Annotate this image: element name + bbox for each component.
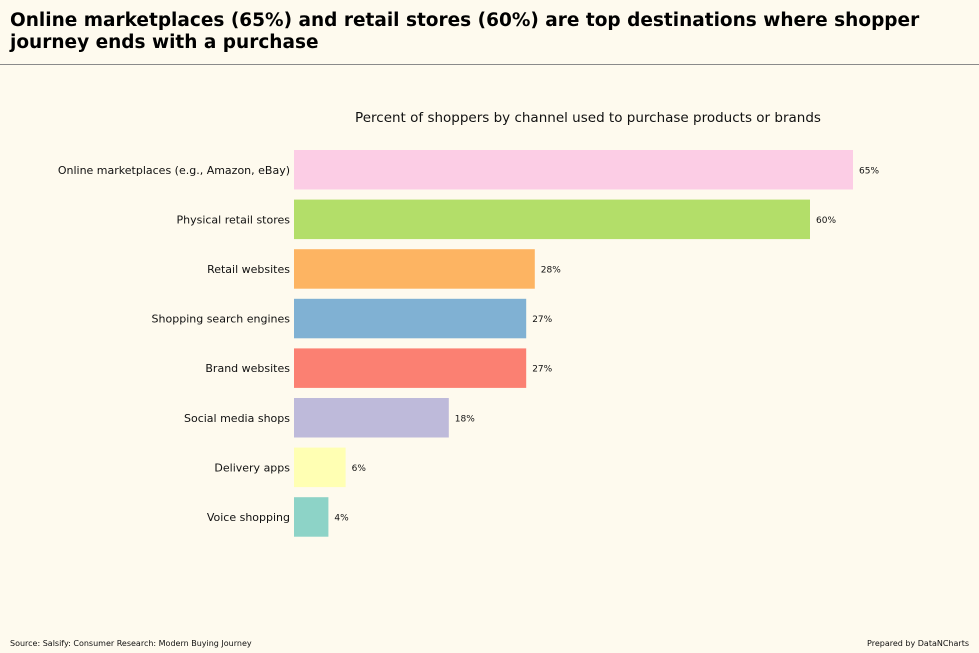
source-note: Source: Salsify: Consumer Research: Mode… xyxy=(10,639,252,648)
credit-note: Prepared by DataNCharts xyxy=(867,639,969,648)
header-divider xyxy=(0,64,979,65)
value-label-7: 6% xyxy=(352,464,367,474)
category-label-3: Retail websites xyxy=(207,263,290,276)
category-label-8: Voice shopping xyxy=(207,511,290,524)
value-label-6: 18% xyxy=(455,414,475,424)
bar-6 xyxy=(294,398,449,438)
headline: Online marketplaces (65%) and retail sto… xyxy=(10,10,920,53)
bar-7 xyxy=(294,447,346,488)
bar-2 xyxy=(294,199,810,240)
bar-1 xyxy=(294,150,853,190)
value-label-2: 60% xyxy=(816,216,836,226)
value-label-1: 65% xyxy=(859,166,879,176)
category-label-2: Physical retail stores xyxy=(176,213,290,226)
bar-8 xyxy=(294,497,329,537)
bar-4 xyxy=(294,298,527,339)
value-label-5: 27% xyxy=(532,365,552,375)
category-label-6: Social media shops xyxy=(184,412,290,425)
chart-title: Percent of shoppers by channel used to p… xyxy=(355,110,821,126)
bars-group: Online marketplaces (e.g., Amazon, eBay)… xyxy=(58,150,879,537)
value-label-3: 28% xyxy=(541,265,561,275)
bar-5 xyxy=(294,348,527,388)
category-label-4: Shopping search engines xyxy=(152,313,291,326)
value-label-4: 27% xyxy=(532,315,552,325)
category-label-1: Online marketplaces (e.g., Amazon, eBay) xyxy=(58,164,290,177)
value-label-8: 4% xyxy=(334,513,349,523)
category-label-7: Delivery apps xyxy=(214,461,290,474)
category-label-5: Brand websites xyxy=(205,362,290,375)
bar-3 xyxy=(294,249,535,289)
